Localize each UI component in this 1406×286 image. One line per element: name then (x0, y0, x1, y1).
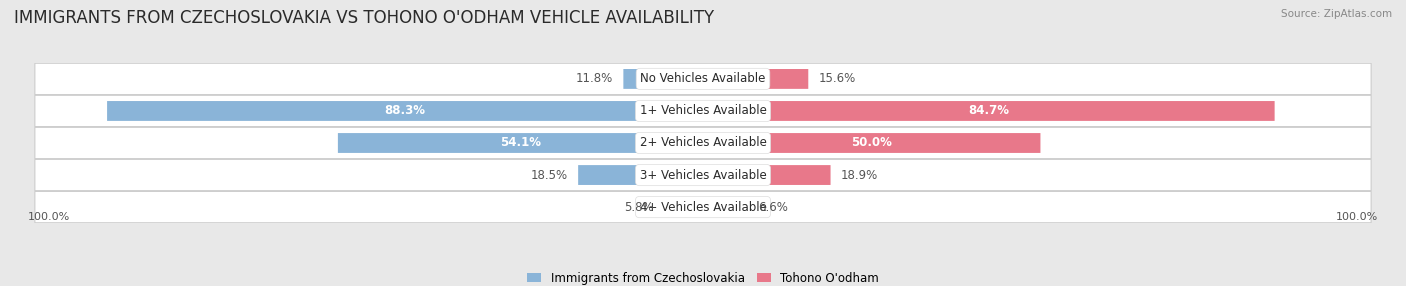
FancyBboxPatch shape (703, 101, 1275, 121)
FancyBboxPatch shape (703, 165, 831, 185)
Text: 1+ Vehicles Available: 1+ Vehicles Available (640, 104, 766, 118)
Text: 5.8%: 5.8% (624, 200, 654, 214)
FancyBboxPatch shape (578, 165, 703, 185)
Text: 100.0%: 100.0% (1336, 212, 1378, 223)
Text: 100.0%: 100.0% (28, 212, 70, 223)
Text: 6.6%: 6.6% (758, 200, 787, 214)
Text: No Vehicles Available: No Vehicles Available (640, 72, 766, 86)
Text: 54.1%: 54.1% (501, 136, 541, 150)
Text: 18.5%: 18.5% (531, 168, 568, 182)
FancyBboxPatch shape (107, 101, 703, 121)
Text: 4+ Vehicles Available: 4+ Vehicles Available (640, 200, 766, 214)
Text: IMMIGRANTS FROM CZECHOSLOVAKIA VS TOHONO O'ODHAM VEHICLE AVAILABILITY: IMMIGRANTS FROM CZECHOSLOVAKIA VS TOHONO… (14, 9, 714, 27)
Text: 18.9%: 18.9% (841, 168, 877, 182)
Text: Source: ZipAtlas.com: Source: ZipAtlas.com (1281, 9, 1392, 19)
FancyBboxPatch shape (35, 159, 1371, 191)
FancyBboxPatch shape (337, 133, 703, 153)
FancyBboxPatch shape (703, 69, 808, 89)
FancyBboxPatch shape (664, 197, 703, 217)
Text: 84.7%: 84.7% (969, 104, 1010, 118)
FancyBboxPatch shape (703, 133, 1040, 153)
FancyBboxPatch shape (35, 95, 1371, 127)
Text: 2+ Vehicles Available: 2+ Vehicles Available (640, 136, 766, 150)
Text: 88.3%: 88.3% (384, 104, 426, 118)
FancyBboxPatch shape (35, 127, 1371, 159)
Legend: Immigrants from Czechoslovakia, Tohono O'odham: Immigrants from Czechoslovakia, Tohono O… (523, 267, 883, 286)
Text: 11.8%: 11.8% (576, 72, 613, 86)
FancyBboxPatch shape (703, 197, 748, 217)
Text: 50.0%: 50.0% (851, 136, 893, 150)
Text: 3+ Vehicles Available: 3+ Vehicles Available (640, 168, 766, 182)
FancyBboxPatch shape (35, 63, 1371, 95)
FancyBboxPatch shape (35, 191, 1371, 223)
Text: 15.6%: 15.6% (818, 72, 856, 86)
FancyBboxPatch shape (623, 69, 703, 89)
